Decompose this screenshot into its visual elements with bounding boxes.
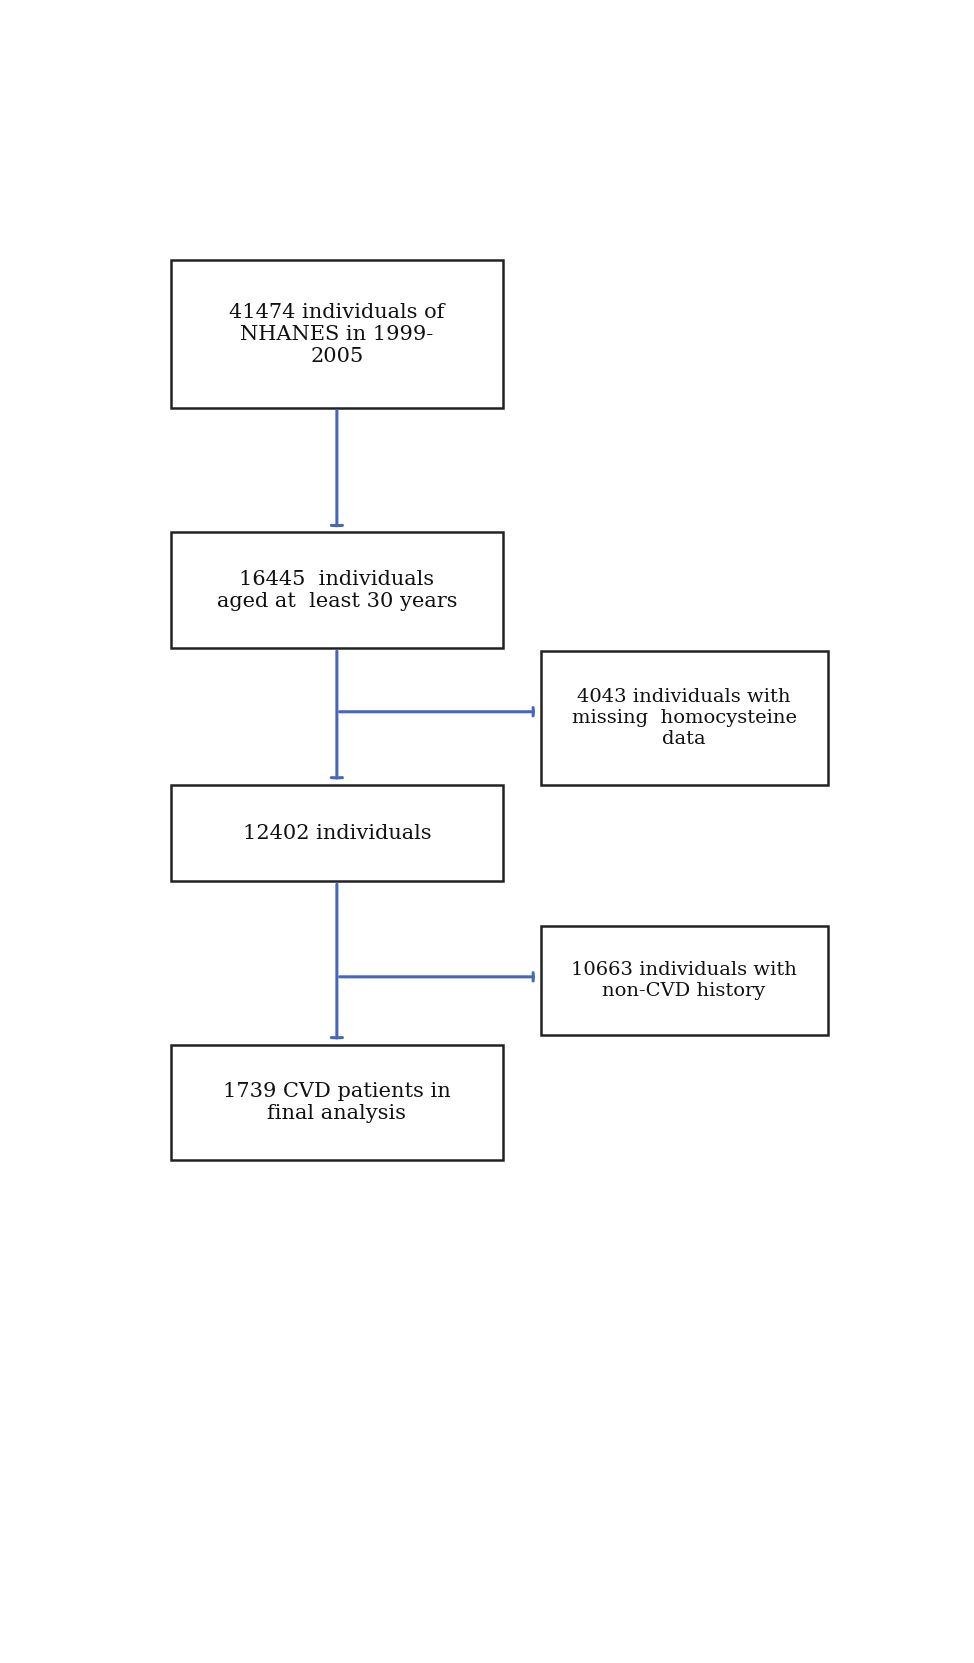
FancyBboxPatch shape xyxy=(170,1044,503,1161)
Text: 10663 individuals with
non-CVD history: 10663 individuals with non-CVD history xyxy=(571,961,797,999)
Text: 1739 CVD patients in
final analysis: 1739 CVD patients in final analysis xyxy=(223,1083,451,1123)
FancyBboxPatch shape xyxy=(170,785,503,881)
Text: 41474 individuals of
NHANES in 1999-
2005: 41474 individuals of NHANES in 1999- 200… xyxy=(229,303,444,366)
FancyBboxPatch shape xyxy=(541,926,828,1034)
Text: 16445  individuals
aged at  least 30 years: 16445 individuals aged at least 30 years xyxy=(216,570,457,610)
Text: 4043 individuals with
missing  homocysteine
data: 4043 individuals with missing homocystei… xyxy=(572,688,797,748)
Text: 12402 individuals: 12402 individuals xyxy=(243,823,431,843)
FancyBboxPatch shape xyxy=(541,650,828,785)
FancyBboxPatch shape xyxy=(170,532,503,649)
FancyBboxPatch shape xyxy=(170,261,503,407)
